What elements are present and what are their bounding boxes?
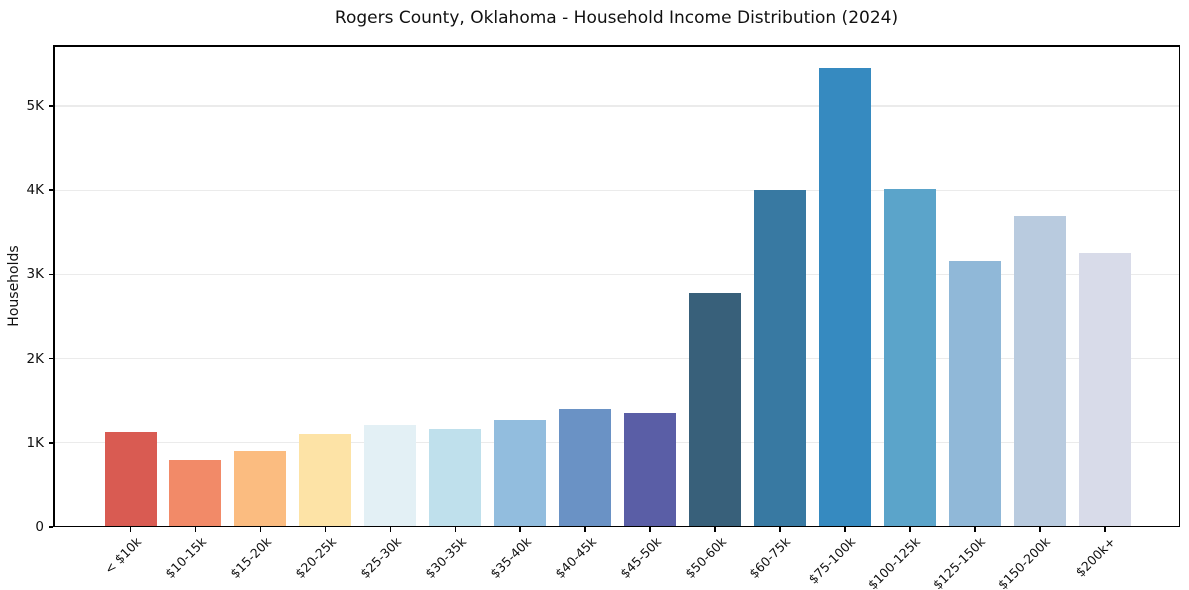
bar <box>559 409 612 527</box>
bar <box>299 433 352 527</box>
bar <box>754 190 806 527</box>
x-tick-mark <box>779 527 781 532</box>
y-tick-mark <box>48 105 53 107</box>
x-tick-label: $150-200k <box>995 534 1054 590</box>
gridline <box>53 189 1180 191</box>
bar <box>234 450 287 527</box>
x-tick-label: $40-45k <box>551 534 599 582</box>
y-tick-label: 5K <box>26 98 44 115</box>
x-tick-mark <box>909 527 911 532</box>
y-axis-spine <box>53 45 55 527</box>
x-tick-mark <box>1039 527 1041 532</box>
bar <box>169 460 222 527</box>
gridline <box>53 273 1180 276</box>
x-tick-label: $50-60k <box>681 534 729 582</box>
chart-title: Rogers County, Oklahoma - Household Inco… <box>334 8 899 28</box>
y-tick-label: 2K <box>26 350 44 367</box>
x-tick-mark <box>974 527 976 532</box>
bar <box>883 188 936 527</box>
x-tick-mark <box>844 527 846 532</box>
x-tick-label: $45-50k <box>616 534 664 582</box>
right-spine <box>1178 45 1180 527</box>
x-tick-label: $200k+ <box>1072 534 1119 580</box>
x-tick-mark <box>649 527 651 532</box>
gridline <box>53 105 1180 107</box>
y-tick-mark <box>48 189 53 191</box>
y-axis-label: Households <box>6 245 22 327</box>
bar <box>104 431 157 527</box>
x-tick-label: $75-100k <box>805 534 859 587</box>
top-spine <box>53 45 1180 47</box>
y-tick-label: 4K <box>26 182 44 199</box>
x-tick-label: $25-30k <box>356 534 404 582</box>
x-tick-mark <box>714 527 716 532</box>
x-tick-label: < $10k <box>101 534 145 577</box>
x-tick-mark <box>1104 527 1106 532</box>
bar <box>818 67 871 527</box>
x-tick-label: $10-15k <box>162 534 210 582</box>
gridline <box>53 358 1180 360</box>
x-tick-label: $30-35k <box>421 534 469 582</box>
x-tick-label: $60-75k <box>746 534 794 582</box>
y-tick-label: 1K <box>26 434 44 451</box>
x-tick-mark <box>519 527 521 532</box>
x-tick-label: $15-20k <box>226 534 275 582</box>
gridline <box>53 442 1180 444</box>
y-tick-label: 3K <box>26 266 44 283</box>
x-tick-mark <box>129 527 132 532</box>
bar <box>1013 215 1066 527</box>
x-tick-mark <box>389 527 392 532</box>
y-tick-mark <box>48 442 53 444</box>
bar <box>429 428 482 527</box>
plot-area <box>53 45 1180 527</box>
x-tick-mark <box>454 527 456 532</box>
x-tick-mark <box>194 527 197 532</box>
y-tick-label: 0 <box>35 519 44 535</box>
x-axis-spine <box>53 525 1180 527</box>
x-tick-mark <box>584 527 586 532</box>
x-tick-mark <box>259 527 262 532</box>
y-tick-mark <box>48 273 53 276</box>
bar <box>689 292 742 527</box>
x-tick-label: $35-40k <box>486 534 534 582</box>
bar <box>1078 252 1131 527</box>
bar <box>624 412 677 527</box>
x-tick-label: $20-25k <box>291 534 339 582</box>
y-tick-mark <box>48 526 53 528</box>
y-tick-mark <box>48 357 53 360</box>
x-tick-mark <box>324 527 327 532</box>
x-tick-label: $125-150k <box>930 534 989 590</box>
bar <box>494 420 547 527</box>
x-tick-label: $100-125k <box>865 534 924 590</box>
bar <box>364 425 417 527</box>
bar <box>948 260 1001 527</box>
